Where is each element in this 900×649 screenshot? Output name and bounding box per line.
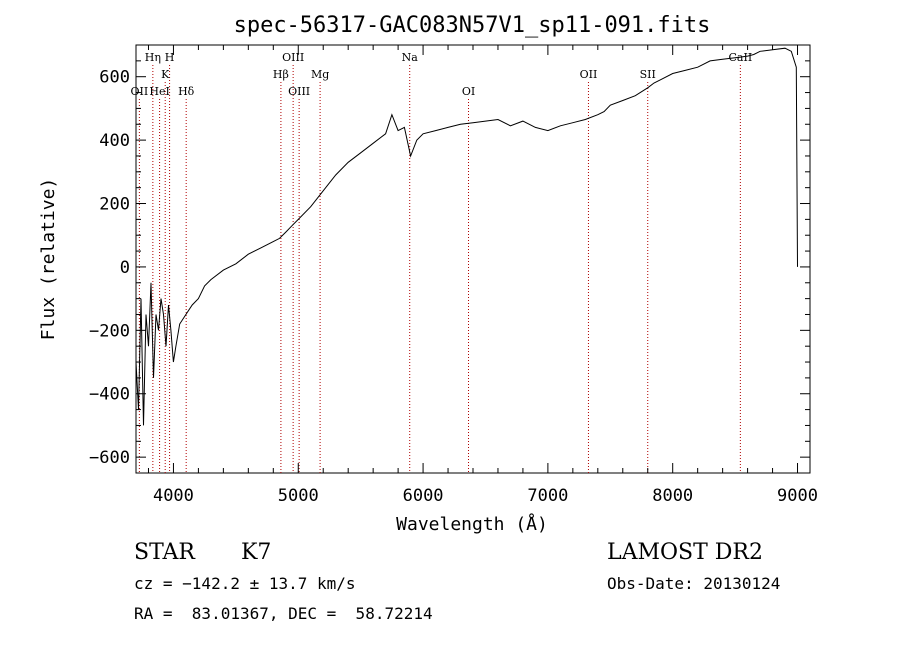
x-tick-label: 5000 [278, 486, 319, 506]
object-class: STAR [134, 540, 196, 565]
emission-line-label: Hη [145, 51, 161, 64]
spectrum-line [135, 47, 798, 426]
emission-line-label: Hβ [273, 68, 289, 81]
y-axis-label: Flux (relative) [38, 178, 59, 341]
y-tick-label: 200 [99, 195, 130, 215]
y-axis: −600 −400 −200 0 200 400 600 [89, 44, 810, 468]
survey-name: LAMOST DR2 [607, 540, 763, 565]
y-tick-label: −400 [89, 385, 130, 405]
emission-lines [138, 65, 741, 473]
object-subclass: K7 [241, 540, 271, 565]
chart-title: spec-56317-GAC083N57V1_sp11-091.fits [234, 13, 711, 38]
emission-line-label: OIII [288, 85, 310, 98]
emission-line-label: SII [640, 68, 656, 81]
emission-line-label: H [165, 51, 175, 64]
x-axis: 4000 5000 6000 7000 8000 9000 [147, 45, 818, 506]
emission-line-label: OI [462, 85, 475, 98]
emission-line-label: Na [402, 51, 419, 64]
emission-line-label: K [161, 68, 170, 81]
obs-date-label: Obs-Date: 20130124 [607, 574, 780, 593]
emission-line-label: OII [580, 68, 598, 81]
emission-line-label: OIII [282, 51, 304, 64]
x-tick-label: 9000 [777, 486, 818, 506]
x-tick-label: 7000 [527, 486, 568, 506]
emission-line-label: Hδ [178, 85, 195, 98]
x-axis-label: Wavelength (Å) [396, 513, 548, 535]
y-tick-label: −200 [89, 321, 130, 341]
y-tick-label: 400 [99, 131, 130, 151]
plot-frame [135, 44, 811, 474]
emission-line-label: HeI [149, 85, 169, 98]
x-tick-label: 4000 [153, 486, 194, 506]
x-tick-label: 6000 [403, 486, 444, 506]
emission-line-label: OII [131, 85, 149, 98]
y-tick-label: 0 [120, 258, 130, 278]
redshift-label: cz = −142.2 ± 13.7 km/s [134, 574, 356, 593]
y-tick-label: −600 [89, 448, 130, 468]
coordinates-label: RA = 83.01367, DEC = 58.72214 [134, 604, 433, 623]
emission-line-label: Mg [311, 68, 329, 81]
y-tick-label: 600 [99, 68, 130, 88]
x-tick-label: 8000 [652, 486, 693, 506]
